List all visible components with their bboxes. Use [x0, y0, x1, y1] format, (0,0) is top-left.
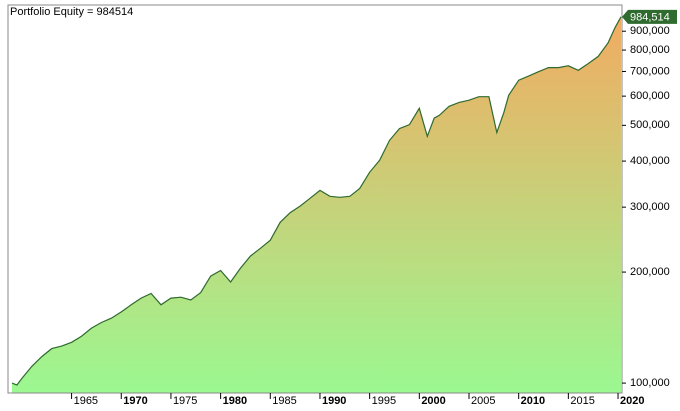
y-tick-label: 900,000 [630, 25, 670, 37]
y-tick-label: 300,000 [630, 201, 670, 213]
y-tick-label: 700,000 [630, 65, 670, 77]
y-tick-label: 500,000 [630, 119, 670, 131]
y-tick-label: 800,000 [630, 44, 670, 56]
x-tick-label: 1970 [123, 395, 147, 407]
equity-line [11, 16, 622, 386]
x-tick-label: 1990 [322, 395, 346, 407]
x-tick-label: 1980 [223, 395, 247, 407]
value-badge [622, 9, 677, 24]
y-tick-label: 600,000 [630, 90, 670, 102]
x-tick-label: 1965 [74, 395, 98, 407]
plot-frame [7, 4, 623, 394]
y-tick-label: 400,000 [630, 155, 670, 167]
y-tick-label: 100,000 [630, 377, 670, 389]
y-tick-label: 200,000 [630, 266, 670, 278]
x-tick-label: 1975 [173, 395, 197, 407]
x-tick-label: 2005 [471, 395, 495, 407]
x-tick-label: 1995 [372, 395, 396, 407]
x-tick-label: 2010 [521, 395, 545, 407]
x-tick-label: 2020 [620, 395, 644, 407]
area [12, 16, 621, 394]
chart-title: Portfolio Equity = 984514 [10, 6, 133, 18]
x-tick-label: 2015 [570, 395, 594, 407]
x-tick-label: 2000 [421, 395, 445, 407]
x-tick-label: 1985 [272, 395, 296, 407]
value-label: 984,514 [630, 12, 670, 24]
